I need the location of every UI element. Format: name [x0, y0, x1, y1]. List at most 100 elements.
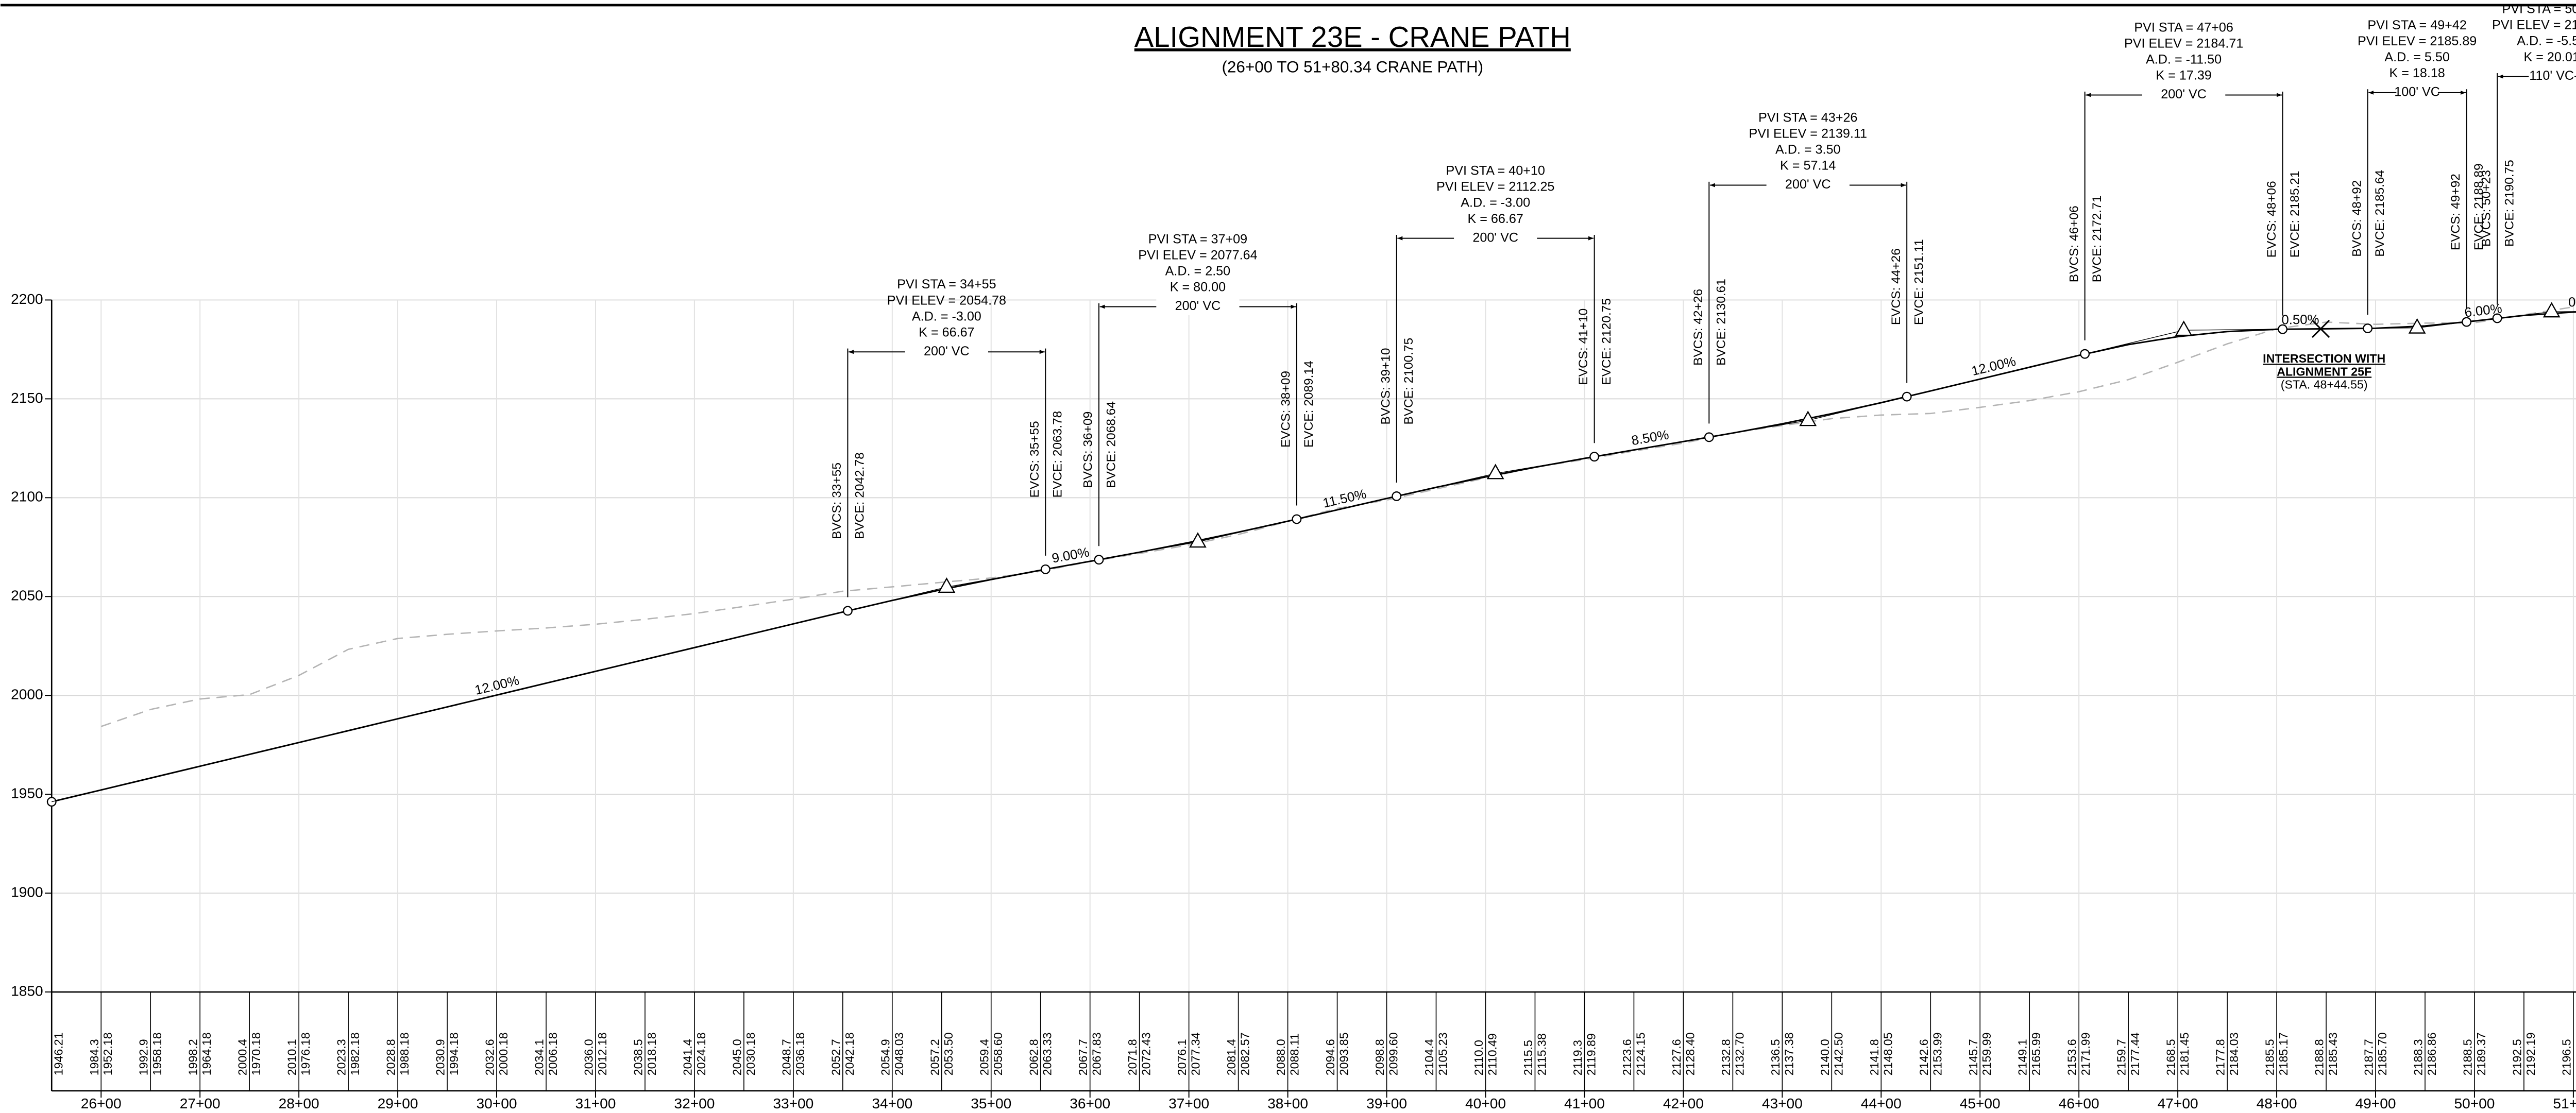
existing-elevation: 2187.7 — [2362, 1039, 2376, 1075]
proposed-elevation: 2012.18 — [596, 1032, 609, 1075]
pvi-marker — [2543, 302, 2561, 318]
existing-elevation: 2141.8 — [1868, 1039, 1881, 1075]
existing-elevation: 2149.1 — [2016, 1039, 2029, 1075]
y-tick-label: 1900 — [11, 884, 43, 900]
tangent-line — [2417, 311, 2552, 329]
evc-label: EVCE: 2089.14 — [1302, 361, 1316, 448]
y-tick-label: 2050 — [11, 588, 43, 604]
tangent-line — [2551, 311, 2576, 312]
pvi-text: A.D. = 5.50 — [2384, 50, 2449, 64]
x-tick-label: 27+00 — [180, 1095, 221, 1111]
existing-elevation: 2188.3 — [2412, 1039, 2425, 1075]
pvi-text: K = 80.00 — [1170, 280, 1226, 295]
bvc-point — [2080, 349, 2090, 359]
existing-elevation: 2038.5 — [631, 1039, 645, 1075]
proposed-elevation: 2042.18 — [843, 1032, 856, 1075]
existing-elevation: 2192.5 — [2510, 1039, 2523, 1075]
pvi-text: PVI STA = 43+26 — [1758, 110, 1857, 125]
vc-label: 110' VC — [2529, 69, 2574, 83]
pvi-text: K = 66.67 — [1468, 212, 1523, 226]
proposed-elevation: 1970.18 — [249, 1032, 263, 1075]
y-tick-label: 1950 — [11, 785, 43, 801]
existing-elevation: 2153.6 — [2065, 1039, 2079, 1075]
proposed-elevation: 2159.99 — [1980, 1032, 1993, 1075]
bvc-point — [1094, 555, 1104, 565]
evc-label: EVCS: 48+06 — [2265, 181, 2279, 258]
x-tick-label: 29+00 — [378, 1095, 418, 1111]
proposed-elevation: 2186.86 — [2425, 1032, 2438, 1075]
existing-elevation: 2059.4 — [977, 1039, 991, 1075]
proposed-elevation: 2053.50 — [942, 1032, 955, 1075]
proposed-elevation: 2018.18 — [645, 1032, 658, 1075]
x-tick-label: 36+00 — [1070, 1095, 1110, 1111]
vc-label-bg — [2529, 68, 2575, 85]
vc-label-bg — [2396, 84, 2438, 101]
proposed-elevation: 2024.18 — [694, 1032, 708, 1075]
proposed-elevation: 2036.18 — [793, 1032, 807, 1075]
intersection-note: INTERSECTION WITH — [2263, 352, 2385, 365]
existing-elevation: 1992.9 — [137, 1039, 150, 1075]
existing-elevation: 2045.0 — [730, 1039, 743, 1075]
existing-elevation: 2071.8 — [1126, 1039, 1139, 1075]
pvi-text: PVI STA = 37+09 — [1148, 232, 1247, 246]
y-tick-label: 2100 — [11, 489, 43, 505]
x-tick-label: 45+00 — [1960, 1095, 2001, 1111]
evc-point — [1902, 391, 1912, 402]
bvc-label: BVCE: 2130.61 — [1715, 279, 1728, 366]
proposed-elevation: 1982.18 — [348, 1032, 362, 1075]
grade-label: 0.50% — [2281, 313, 2319, 328]
proposed-elevation: 2124.15 — [1634, 1032, 1647, 1075]
pvi-text: PVI ELEV = 2185.89 — [2358, 34, 2477, 48]
evc-label: EVCS: 44+26 — [1889, 248, 1903, 325]
proposed-elevation: 2128.40 — [1683, 1032, 1697, 1075]
bvc-label: BVCS: 48+92 — [2350, 180, 2364, 257]
x-tick-label: 49+00 — [2355, 1095, 2396, 1111]
evc-point — [1292, 514, 1302, 524]
vc-label: 200' VC — [1785, 177, 1831, 192]
pvi-text: A.D. = -5.50 — [2517, 34, 2576, 48]
proposed-elevation: 2184.03 — [2227, 1032, 2241, 1075]
existing-elevation: 2028.8 — [384, 1039, 398, 1075]
x-tick-label: 26+00 — [81, 1095, 122, 1111]
existing-elevation: 2115.5 — [1521, 1040, 1535, 1075]
bvc-point — [1392, 491, 1402, 501]
vc-label-bg — [1156, 298, 1240, 316]
existing-elevation: 2036.0 — [582, 1039, 596, 1075]
pvi-marker — [1799, 410, 1817, 426]
x-tick-label: 38+00 — [1267, 1095, 1308, 1111]
pvi-text: K = 20.01 — [2524, 50, 2576, 64]
proposed-elevation: 1994.18 — [447, 1032, 461, 1075]
x-tick-label: 32+00 — [674, 1095, 715, 1111]
vc-label-bg — [905, 343, 988, 361]
pvi-text: PVI ELEV = 2112.25 — [1436, 180, 1554, 194]
pvi-text: K = 66.67 — [919, 325, 974, 339]
bvc-label: BVCE: 2190.75 — [2502, 160, 2516, 247]
proposed-elevation: 2000.18 — [497, 1032, 510, 1075]
proposed-elevation: 2115.38 — [1535, 1033, 1548, 1075]
bvc-point — [1704, 432, 1714, 442]
evc-label: EVCE: 2185.21 — [2288, 171, 2302, 258]
existing-elevation: 2057.2 — [928, 1039, 941, 1075]
x-tick-label: 51+00 — [2553, 1095, 2576, 1111]
proposed-elevation: 2192.19 — [2524, 1032, 2537, 1075]
existing-elevation: 2030.9 — [434, 1039, 447, 1075]
existing-elevation: 2032.6 — [483, 1039, 497, 1075]
proposed-elevation: 2132.70 — [1733, 1032, 1746, 1075]
proposed-elevation: 2072.43 — [1140, 1032, 1153, 1075]
bvc-label: BVCS: 42+26 — [1691, 289, 1705, 366]
existing-elevation: 2123.6 — [1620, 1039, 1634, 1075]
proposed-elevation: 2058.60 — [991, 1032, 1005, 1075]
bvc-label: BVCE: 2185.64 — [2373, 170, 2387, 257]
proposed-elevation: 1952.18 — [101, 1032, 114, 1075]
x-tick-label: 39+00 — [1366, 1095, 1407, 1111]
x-tick-label: 35+00 — [971, 1095, 1011, 1111]
bvc-label: BVCS: 33+55 — [830, 463, 844, 539]
y-tick-label: 2200 — [11, 291, 43, 307]
pvi-text: PVI STA = 49+42 — [2367, 18, 2466, 32]
vc-label: 200' VC — [924, 344, 970, 358]
proposed-elevation: 2093.85 — [1337, 1032, 1351, 1075]
pvi-text: K = 18.18 — [2389, 66, 2445, 80]
existing-elevation: 2110.0 — [1472, 1040, 1485, 1075]
y-tick-label: 2000 — [11, 687, 43, 703]
